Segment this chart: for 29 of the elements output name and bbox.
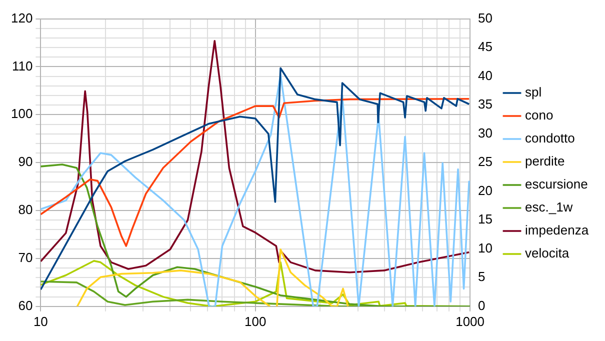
legend-label: impedenza [525,222,590,238]
y-tick-label: 100 [10,106,33,122]
y2-tick-label: 25 [478,154,493,170]
y-tick-label: 90 [18,154,33,170]
y2-tick-label: 40 [478,68,493,83]
y2-tick-label: 35 [478,96,493,112]
legend-label: esc._1w [525,200,574,215]
y-tick-label: 70 [18,250,33,266]
y2-tick-label: 30 [478,125,493,140]
legend-label: cono [525,108,554,123]
y2-tick-label: 20 [478,182,493,198]
x-tick-label: 100 [244,314,266,329]
x-tick-label: 1000 [456,314,484,329]
y-tick-label: 110 [12,58,33,74]
y-tick-label: 120 [10,10,33,26]
y2-tick-label: 15 [478,212,493,227]
y2-tick-label: 45 [478,39,493,54]
y2-tick-label: 50 [478,10,493,26]
legend-label: escursione [525,176,588,192]
y2-tick-label: 10 [478,240,493,256]
x-tick-label: 10 [33,314,48,329]
y2-tick-label: 5 [478,269,486,284]
y2-tick-label: 0 [478,298,486,313]
y-tick-label: 60 [18,298,33,313]
y-tick-label: 80 [18,202,33,218]
legend-label: perdite [525,154,565,169]
legend-label: velocita [525,246,570,261]
legend-label: spl [525,84,542,100]
legend-label: condotto [525,130,575,146]
